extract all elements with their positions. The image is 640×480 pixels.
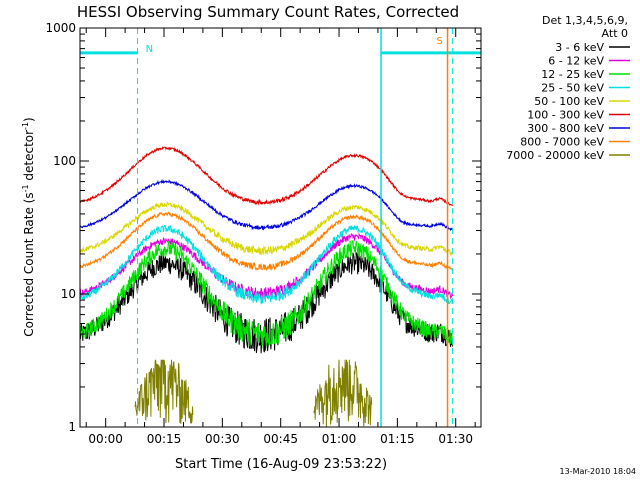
legend-header-line-2: Att 0 [602,27,628,40]
series-line [79,201,453,256]
axis-layer: 1 10 100 1000 00:00 00:15 00:30 00:45 01:00 01:15… [45,21,481,446]
series-line [79,232,453,300]
y-tick-label: 10 [61,287,76,301]
x-tick-label: 01:00 [322,432,357,446]
legend-label: 800 - 7000 keV [520,136,604,149]
night-label: N [146,44,153,55]
x-tick-label: 00:30 [205,432,240,446]
y-tick-label: 100 [53,154,76,168]
legend-label: 300 - 800 keV [527,122,604,135]
y-tick-label: 1 [68,420,76,434]
series-layer [79,146,453,428]
series-line [313,359,373,428]
legend-label: 25 - 50 keV [541,82,604,95]
marker-layer: NS [80,28,481,427]
legend-label: 50 - 100 keV [534,95,604,108]
legend-label: 100 - 300 keV [527,109,604,122]
series-line [79,146,453,207]
x-tick-label: 01:30 [438,432,473,446]
legend-label: 6 - 12 keV [548,55,604,68]
legend-header-line-1: Det 1,3,4,5,6,9, [542,14,628,27]
series-line [79,178,453,232]
saa-label: S [437,36,443,47]
x-tick-label: 00:15 [147,432,182,446]
y-axis-label: Corrected Count Rate (s-1 detector-1) [21,117,36,336]
chart-title: HESSI Observing Summary Count Rates, Cor… [77,3,459,21]
legend-label: 7000 - 20000 keV [506,149,604,162]
series-line [79,211,453,272]
legend-label: 3 - 6 keV [555,41,604,54]
x-axis-label: Start Time (16-Aug-09 23:53:22) [175,457,387,472]
series-line [134,359,194,424]
x-tick-label: 01:15 [380,432,415,446]
y-tick-label: 1000 [45,21,76,35]
footer-date: 13-Mar-2010 18:04 [560,467,637,476]
x-tick-label: 00:00 [88,432,123,446]
legend-label: 12 - 25 keV [541,68,604,81]
series-line [79,239,453,349]
x-tick-label: 00:45 [263,432,298,446]
series-line [79,224,453,305]
